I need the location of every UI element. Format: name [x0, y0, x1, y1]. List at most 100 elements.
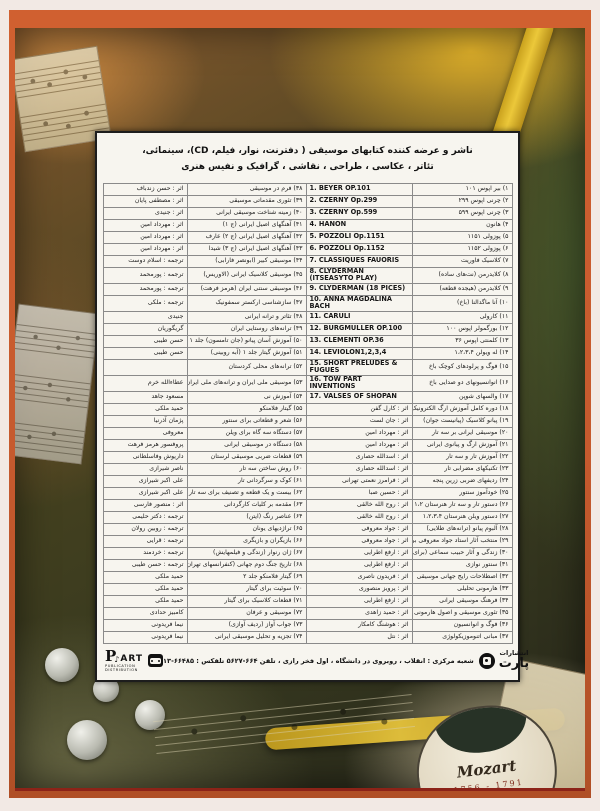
header-line-1: ناشر و عرضه کننده کتابهای موسیقی ( دفترن…: [142, 146, 473, 156]
title-cell-right: ۱۶) انوانسیونهای دو صدایی باخ: [411, 374, 513, 392]
mid-cell: 10. ANNA MAGDALINA BACH: [305, 294, 413, 312]
cassette-circle-icon: [478, 652, 495, 669]
table-row: گریگوریان ۴۹) ترانه‌های روستایی ایران 12. …: [102, 322, 513, 336]
title-cell-right: ۳۲) اصطلاحات رایج جهانی موسیقی: [411, 570, 513, 584]
instrument-key-icon: [135, 700, 165, 730]
title-cell-right: ۳۷) مبانی اتنوموزیکولوژی: [411, 630, 513, 644]
mid-cell: 13. CLEMENTI OP.36: [305, 334, 413, 348]
cassette-circle-window: [482, 656, 491, 665]
table-row: عطاءالله خرم ۵۳) موسیقی ملی ایران و ترانه…: [102, 374, 513, 392]
mid-cell: 4. HANON: [305, 218, 413, 232]
title-cell-right: ۳۱) سنتور نوازی: [411, 558, 513, 572]
mid-cell: 17. VALSES OF SHOPAN: [305, 390, 413, 404]
mozart-bust-silhouette-icon: [430, 697, 531, 758]
title-cell-right: ۱۸) دوره کامل آموزش ارگ الکترونیک: [411, 402, 513, 416]
title-cell-right: ۱۴) له ویولن ۱،۲،۳،۴: [411, 346, 513, 360]
title-cell-left: ۶۱) کوک و سرگردانی تار: [186, 474, 307, 488]
title-cell-right: ۳۳) هارمونی تحلیلی: [411, 582, 513, 596]
author-cell-left: ترجمه : پورمحمد: [102, 282, 188, 296]
catalog-table: اثر : حسن زندباف ۳۸) فرم در موسیقی 1. BEYE…: [102, 182, 513, 644]
title-cell-left: ۶۰) روش ساختن سه تار: [186, 462, 307, 476]
author-cell-left: ترجمه : خردمند: [102, 546, 188, 560]
author-cell-left: جنیدی: [102, 310, 188, 324]
table-row: اثر : حسن زندباف ۳۸) فرم در موسیقی 1. BEYE…: [102, 182, 513, 196]
title-cell-right: ۱) بیر اپوس ۱۰۱: [411, 182, 513, 196]
author-cell-left: حمید ملکی: [102, 402, 188, 416]
mid-cell: 8. CLYDERMAN (ITSEASYTO PLAY): [305, 266, 413, 284]
title-cell-right: ۲۰) موسیقی ایرانی بر سه تار: [411, 426, 513, 440]
catalog-header: ناشر و عرضه کننده کتابهای موسیقی ( دفترن…: [97, 133, 518, 181]
title-cell-right: ۹) کلایدرمن (هیجده قطعه): [411, 282, 513, 296]
music-note-icon: ♪: [114, 654, 120, 664]
mid-cell: 9. CLYDERMAN (18 PICES): [305, 282, 413, 296]
title-cell-left: ۵۸) دستگاه در موسیقی ایرانی: [186, 438, 307, 452]
title-cell-left: ۵۱) آموزش گیتار جلد ۱ (آبه روبینی): [186, 346, 307, 360]
title-cell-right: ۲۷) دستور ویلن هنرستان ۱،۲،۳،۴: [411, 510, 513, 524]
author-cell-left: اثر : حسن زندباف: [102, 182, 188, 196]
mid-cell: اثر : اسدالله حصاری: [305, 462, 413, 476]
table-row: داریوش وفاسلطانی ۵۹) قطعات ضربی موسیقی لر…: [102, 450, 513, 464]
mid-cell: اثر : مهرداد امین: [305, 438, 413, 452]
staff-lines-icon: [15, 60, 110, 142]
part-logo-p: P: [105, 646, 117, 665]
title-cell-right: ۲۱) آموزش ارگ و پیانوی ایرانی: [411, 438, 513, 452]
mid-cell: اثر : جان لست: [305, 414, 413, 428]
publisher-name-bottom: پارت: [498, 656, 530, 672]
mid-cell: اثر : فریدون ناصری: [305, 570, 413, 584]
author-cell-left: پروفسور هرمز فرهت: [102, 438, 188, 452]
title-cell-left: ۶۸) تاریخ جنگ دوم جهانی (کنفرانسهای تهرا…: [186, 558, 307, 572]
mid-cell: اثر : روح الله خالقی: [305, 498, 413, 512]
part-latin-logo: P ♪ ART PUBLICATION DISTRIBUTION: [105, 646, 143, 673]
title-cell-right: ۲) چرنی اپوس ۲۹۹: [411, 194, 513, 208]
staff-lines-icon: [153, 694, 416, 755]
table-row: پروفسور هرمز فرهت ۵۸) دستگاه در موسیقی ای…: [102, 438, 513, 452]
table-row: جنیدی ۴۸) تئاتر و ترانه ایرانی 11. CARULI ۱…: [102, 310, 513, 324]
author-cell-left: کامبیز حدادی: [102, 606, 188, 620]
title-cell-right: ۲۵) خودآموز سنتور: [411, 486, 513, 500]
author-cell-left: ناصر شیرازی: [102, 462, 188, 476]
mid-cell: اثر : حسین صبا: [305, 486, 413, 500]
title-cell-left: ۴۰) زمینه شناخت موسیقی ایرانی: [186, 206, 307, 220]
title-cell-right: ۱۹) پیانو کلاسیک (پیانیست جوان): [411, 414, 513, 428]
title-cell-right: ۲۳) تکنیکهای مضرابی تار: [411, 462, 513, 476]
instrument-key-icon: [67, 720, 107, 760]
author-cell-left: حمید ملکی: [102, 594, 188, 608]
author-cell-left: اثر : مهرداد امین: [102, 230, 188, 244]
title-cell-right: ۴) هانون: [411, 218, 513, 232]
mid-cell: 7. CLASSIQUES FAUORIS: [305, 254, 413, 268]
title-cell-left: ۵۳) موسیقی ملی ایران و ترانه‌های ملی ایر…: [186, 374, 307, 392]
mid-cell: 15. SHORT PRELUDES & FUGUES: [305, 358, 413, 376]
title-cell-left: ۷۰) سوئیت برای گیتار: [186, 582, 307, 596]
title-cell-right: ۳۶) فوگ و انوانسیون: [411, 618, 513, 632]
table-row: علی اکبر شیرازی ۶۱) کوک و سرگردانی تار اثر…: [102, 474, 513, 488]
title-cell-right: ۵) پوزولی ۱۱۵۱: [411, 230, 513, 244]
mid-cell: 5. POZZOLI Op.1151: [305, 230, 413, 244]
title-cell-left: ۶۶) بازیگران و بازیگری: [186, 534, 307, 548]
catalog-table-body: اثر : حسن زندباف ۳۸) فرم در موسیقی 1. BEYE…: [102, 182, 513, 644]
author-cell-left: اثر : منصور فارسی: [102, 498, 188, 512]
mid-cell: 12. BURGMULLER OP.100: [305, 322, 413, 336]
author-cell-left: علی اکبر شیرازی: [102, 474, 188, 488]
instrument-key-icon: [45, 648, 79, 682]
title-cell-left: ۵۵) گیتار فلامنکو: [186, 402, 307, 416]
title-cell-left: ۶۴) عناصر رنگ (ایتن): [186, 510, 307, 524]
title-cell-left: ۴۷) سازشناسی ارکستر سمفونیک: [186, 294, 307, 312]
author-cell-left: علی اکبر شیرازی: [102, 486, 188, 500]
title-cell-left: ۶۷) ژان رنوار (زندگی و فیلمهایش): [186, 546, 307, 560]
table-row: نیما فریدونی ۷۴) تجزیه و تحلیل موسیقی ایر…: [102, 630, 513, 644]
author-cell-left: ترجمه : اسلام دوست: [102, 254, 188, 268]
title-cell-right: ۱۱) کارولی: [411, 310, 513, 324]
mid-cell: اثر : اسدالله حصاری: [305, 450, 413, 464]
table-row: اثر : مهرداد امین ۴۲) آهنگهای اصیل ایرانی…: [102, 230, 513, 244]
title-cell-left: ۴۳) آهنگهای اصیل ایرانی (ج ۳) شیدا: [186, 242, 307, 256]
title-cell-left: ۷۱) قطعات کلاسیک برای گیتار: [186, 594, 307, 608]
author-cell-left: معروفی: [102, 426, 188, 440]
table-row: ترجمه : خردمند ۶۷) ژان رنوار (زندگی و فیل…: [102, 546, 513, 560]
author-cell-left: حسن طیبی: [102, 346, 188, 360]
mid-cell: 11. CARULI: [305, 310, 413, 324]
mid-cell: اثر : جواد معروفی: [305, 522, 413, 536]
author-cell-left: گریگوریان: [102, 322, 188, 336]
title-cell-left: ۴۲) آهنگهای اصیل ایرانی (ج ۲) عارف: [186, 230, 307, 244]
title-cell-right: ۱۷) والسهای شوپن: [411, 390, 513, 404]
cassette-window: [150, 657, 162, 664]
